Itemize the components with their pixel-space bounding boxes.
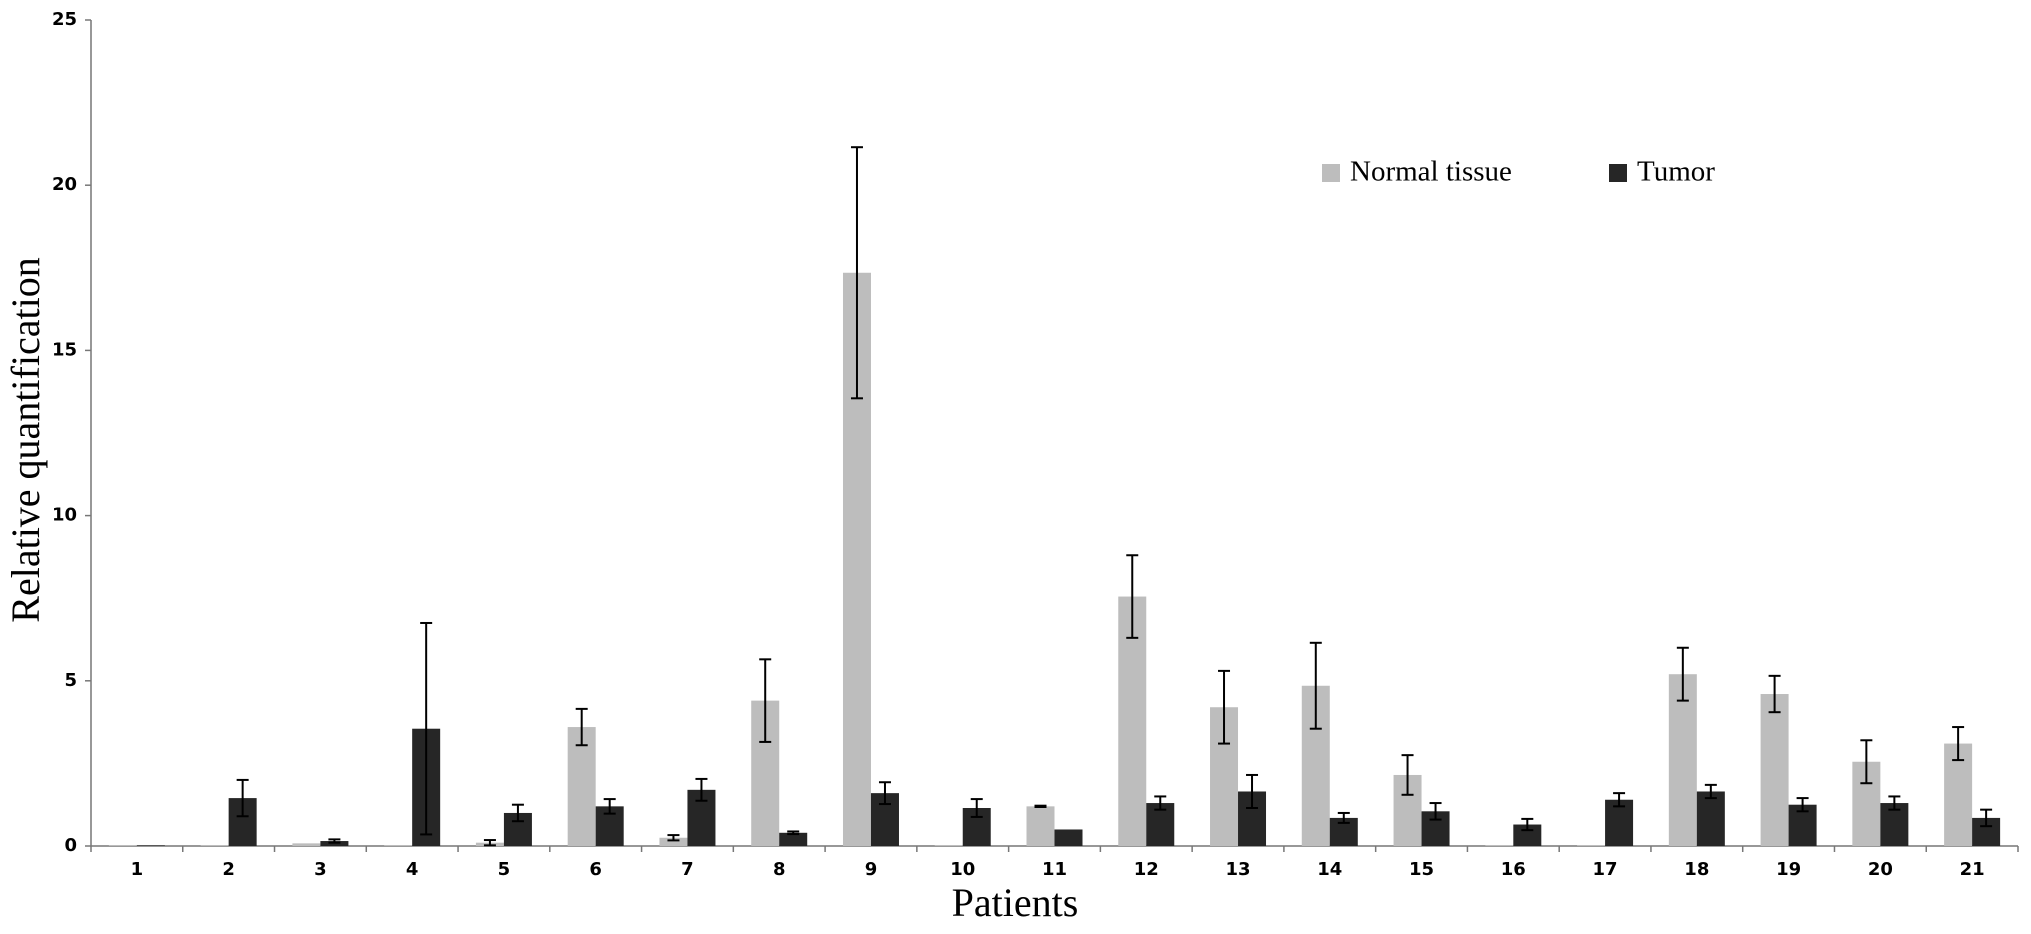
bar xyxy=(384,845,413,846)
bar xyxy=(292,843,321,846)
error-bar xyxy=(603,798,616,815)
error-bar xyxy=(667,834,680,842)
legend-swatch xyxy=(1609,164,1627,182)
error-bar xyxy=(850,146,863,400)
x-axis-label: Patients xyxy=(952,880,1079,925)
y-tick-label: 5 xyxy=(64,670,77,691)
error-bar xyxy=(1246,773,1259,810)
x-tick-label: 3 xyxy=(314,859,327,880)
x-tick-label: 11 xyxy=(1042,859,1067,880)
error-bar xyxy=(1218,669,1231,745)
error-bar xyxy=(1429,802,1442,821)
bar xyxy=(1668,674,1697,846)
error-bar xyxy=(1126,554,1139,639)
bar xyxy=(779,832,808,846)
legend-label: Normal tissue xyxy=(1350,156,1512,188)
x-tick-label: 18 xyxy=(1684,859,1709,880)
error-bar xyxy=(328,838,341,844)
error-bar xyxy=(1401,754,1414,796)
x-tick-label: 12 xyxy=(1134,859,1159,880)
error-bar xyxy=(695,777,708,802)
error-bar xyxy=(1154,795,1167,811)
error-bar xyxy=(1888,795,1901,811)
error-bar xyxy=(1952,726,1965,762)
bar xyxy=(567,727,596,846)
error-bar xyxy=(575,707,588,747)
bar xyxy=(136,845,165,846)
y-tick-label: 15 xyxy=(52,339,77,360)
error-bar xyxy=(878,781,891,806)
error-bar xyxy=(1521,817,1534,832)
bar xyxy=(108,845,137,846)
bar xyxy=(200,845,229,846)
bar xyxy=(1513,824,1542,846)
x-tick-label: 5 xyxy=(498,859,511,880)
x-tick-label: 17 xyxy=(1593,859,1618,880)
x-tick-label: 6 xyxy=(589,859,602,880)
y-tick-label: 20 xyxy=(52,174,77,195)
x-tick-label: 2 xyxy=(222,859,235,880)
x-tick-label: 20 xyxy=(1868,859,1893,880)
x-tick-label: 13 xyxy=(1225,859,1250,880)
bar xyxy=(659,837,688,846)
x-tick-label: 15 xyxy=(1409,859,1434,880)
error-bar xyxy=(1980,808,1993,828)
x-tick-label: 10 xyxy=(950,859,975,880)
legend-label: Tumor xyxy=(1637,156,1715,188)
bar xyxy=(1605,799,1634,846)
error-bar xyxy=(787,830,800,836)
error-bar xyxy=(1337,811,1350,824)
bar xyxy=(934,845,963,846)
x-tick-label: 1 xyxy=(131,859,144,880)
x-tick-label: 8 xyxy=(773,859,786,880)
legend-swatch xyxy=(1322,164,1340,182)
bar xyxy=(1696,791,1725,846)
y-tick-label: 0 xyxy=(64,835,77,856)
x-tick-label: 7 xyxy=(681,859,694,880)
y-tick-label: 25 xyxy=(52,9,77,30)
error-bar xyxy=(1704,783,1717,800)
error-bar xyxy=(420,621,433,836)
bar xyxy=(1054,829,1083,846)
error-bar xyxy=(1768,674,1781,714)
bar xyxy=(1577,845,1606,846)
error-bar xyxy=(1309,641,1322,730)
y-tick-label: 10 xyxy=(52,505,77,526)
error-bar xyxy=(1796,797,1809,813)
y-axis-label: Relative quantification xyxy=(3,257,48,622)
error-bar xyxy=(483,839,496,847)
error-bar xyxy=(1676,646,1689,702)
bar xyxy=(1026,806,1055,846)
bar xyxy=(1485,845,1514,846)
error-bar xyxy=(236,778,249,818)
bar xyxy=(1760,694,1789,846)
x-tick-label: 16 xyxy=(1501,859,1526,880)
x-tick-label: 14 xyxy=(1317,859,1342,880)
x-tick-label: 19 xyxy=(1776,859,1801,880)
x-tick-label: 9 xyxy=(865,859,878,880)
error-bar xyxy=(970,798,983,818)
error-bar xyxy=(1613,792,1626,808)
x-tick-label: 4 xyxy=(406,859,419,880)
error-bar xyxy=(759,658,772,743)
error-bar xyxy=(511,803,524,823)
x-tick-label: 21 xyxy=(1960,859,1985,880)
error-bar xyxy=(1860,739,1873,785)
error-bar xyxy=(1034,804,1047,809)
